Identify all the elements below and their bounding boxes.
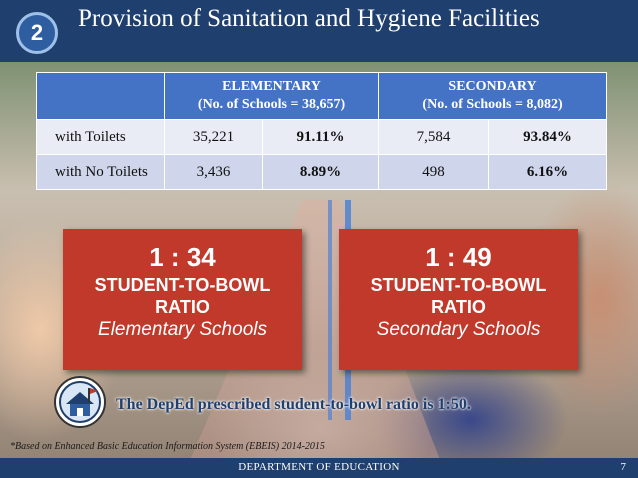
slide-footer: DEPARTMENT OF EDUCATION 7 [0,458,638,478]
table-header-row: ELEMENTARY (No. of Schools = 38,657) SEC… [36,72,608,120]
slide-title: Provision of Sanitation and Hygiene Faci… [78,5,540,32]
footer-page-number: 7 [620,461,627,473]
table-header-blank [36,72,165,120]
ratio-label: STUDENT-TO-BOWL [370,275,547,295]
column-subheading: (No. of Schools = 8,082) [422,97,563,112]
table-row: with No Toilets 3,436 8.89% 498 6.16% [36,154,608,190]
secondary-percent: 6.16% [488,154,608,190]
secondary-percent: 93.84% [488,119,608,155]
sanitation-table: ELEMENTARY (No. of Schools = 38,657) SEC… [36,72,608,190]
column-subheading: (No. of Schools = 38,657) [197,97,346,112]
prescribed-ratio-note: The DepEd prescribed student-to-bowl rat… [116,396,471,413]
slide-header: 2 Provision of Sanitation and Hygiene Fa… [0,0,638,62]
table-header-elementary: ELEMENTARY (No. of Schools = 38,657) [163,72,380,120]
ratio-box-elementary: 1 : 34 STUDENT-TO-BOWL RATIO Elementary … [63,229,302,370]
source-footnote: *Based on Enhanced Basic Education Infor… [10,441,325,452]
column-heading: ELEMENTARY [222,79,321,94]
ratio-box-secondary: 1 : 49 STUDENT-TO-BOWL RATIO Secondary S… [339,229,578,370]
table-row: with Toilets 35,221 91.11% 7,584 93.84% [36,119,608,155]
elementary-percent: 91.11% [261,119,380,155]
ratio-value: 1 : 49 [425,242,492,272]
secondary-count: 7,584 [378,119,490,155]
deped-seal-icon [54,376,106,428]
elementary-count: 3,436 [164,154,263,190]
ratio-school-level: Elementary Schools [98,319,267,340]
elementary-percent: 8.89% [261,154,380,190]
secondary-count: 498 [378,154,490,190]
ratio-label: RATIO [431,297,486,317]
ratio-value: 1 : 34 [149,242,216,272]
row-label: with No Toilets [36,154,165,190]
footer-department: DEPARTMENT OF EDUCATION [238,461,400,473]
ratio-school-level: Secondary Schools [376,319,541,340]
row-label: with Toilets [36,119,165,155]
ratio-label: RATIO [155,297,210,317]
ratio-label: STUDENT-TO-BOWL [94,275,271,295]
slide-number-badge: 2 [16,12,58,54]
table-header-secondary: SECONDARY (No. of Schools = 8,082) [378,72,608,120]
background-railing [328,200,332,420]
elementary-count: 35,221 [164,119,263,155]
column-heading: SECONDARY [448,79,537,94]
